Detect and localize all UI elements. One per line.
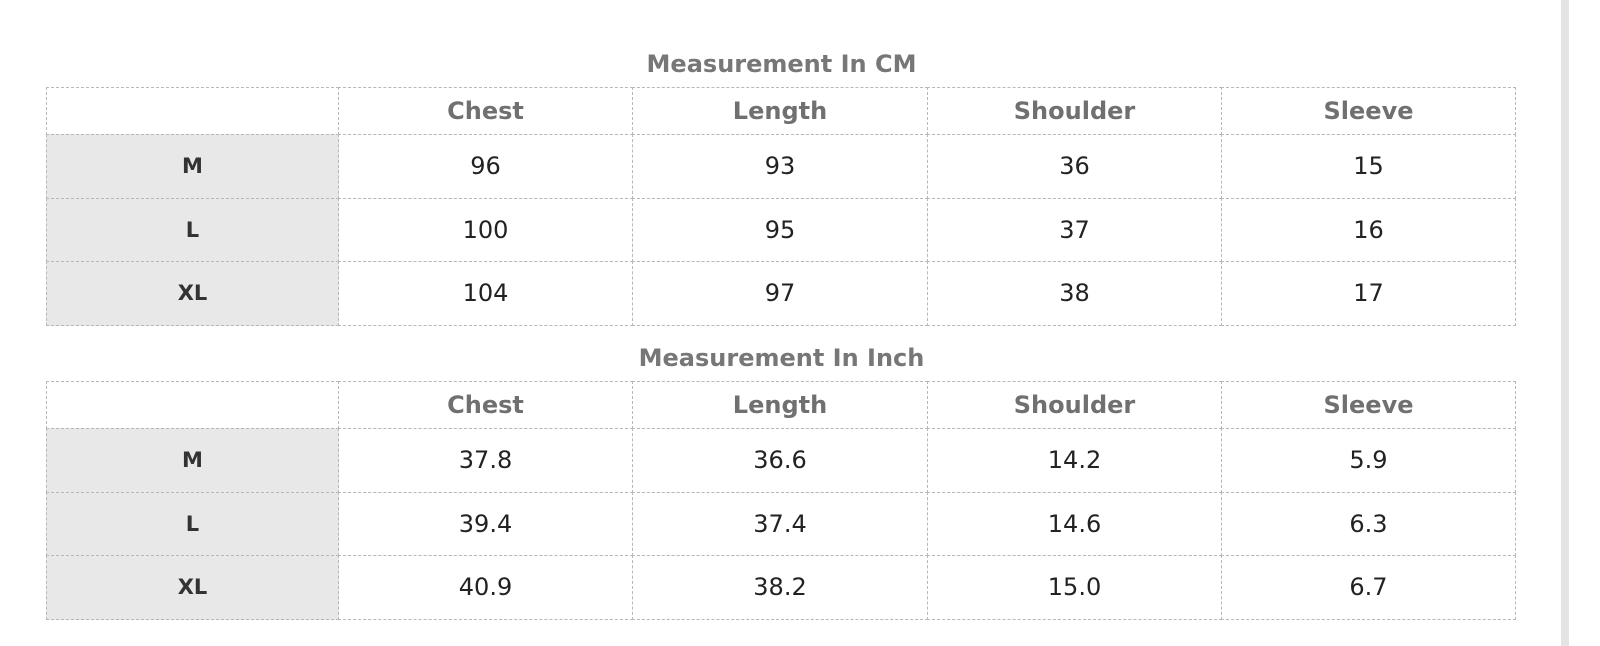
measurement-value: 96 (338, 134, 633, 199)
size-label: XL (46, 555, 339, 620)
scrollbar[interactable] (1561, 0, 1569, 646)
header-corner-cell (46, 381, 339, 429)
measurement-value: 95 (632, 197, 928, 262)
measurement-value: 37.4 (632, 491, 928, 556)
measurement-value: 100 (338, 197, 633, 262)
measurement-value: 15.0 (927, 555, 1222, 620)
size-label: M (46, 134, 339, 199)
table-title: Measurement In CM (646, 50, 917, 78)
measurement-value: 37.8 (338, 428, 633, 493)
measurement-value: 38.2 (632, 555, 928, 620)
column-header: Shoulder (927, 87, 1222, 135)
measurement-value: 38 (927, 261, 1222, 326)
measurement-value: 5.9 (1221, 428, 1516, 493)
measurement-value: 36.6 (632, 428, 928, 493)
measurement-value: 104 (338, 261, 633, 326)
measurement-value: 15 (1221, 134, 1516, 199)
measurement-value: 6.7 (1221, 555, 1516, 620)
header-corner-cell (46, 87, 339, 135)
column-header: Shoulder (927, 381, 1222, 429)
measurement-value: 17 (1221, 261, 1516, 326)
measurement-value: 36 (927, 134, 1222, 199)
column-header: Chest (338, 381, 633, 429)
measurement-value: 97 (632, 261, 928, 326)
size-label: L (46, 491, 339, 556)
column-header: Length (632, 381, 928, 429)
column-header: Length (632, 87, 928, 135)
column-header: Sleeve (1221, 87, 1516, 135)
measurement-value: 6.3 (1221, 491, 1516, 556)
measurement-value: 14.2 (927, 428, 1222, 493)
column-header: Sleeve (1221, 381, 1516, 429)
measurement-value: 40.9 (338, 555, 633, 620)
measurement-value: 37 (927, 197, 1222, 262)
measurement-value: 39.4 (338, 491, 633, 556)
column-header: Chest (338, 87, 633, 135)
size-label: M (46, 428, 339, 493)
measurement-value: 16 (1221, 197, 1516, 262)
measurement-value: 93 (632, 134, 928, 199)
size-label: XL (46, 261, 339, 326)
table-title: Measurement In Inch (638, 344, 925, 372)
size-label: L (46, 197, 339, 262)
measurement-value: 14.6 (927, 491, 1222, 556)
